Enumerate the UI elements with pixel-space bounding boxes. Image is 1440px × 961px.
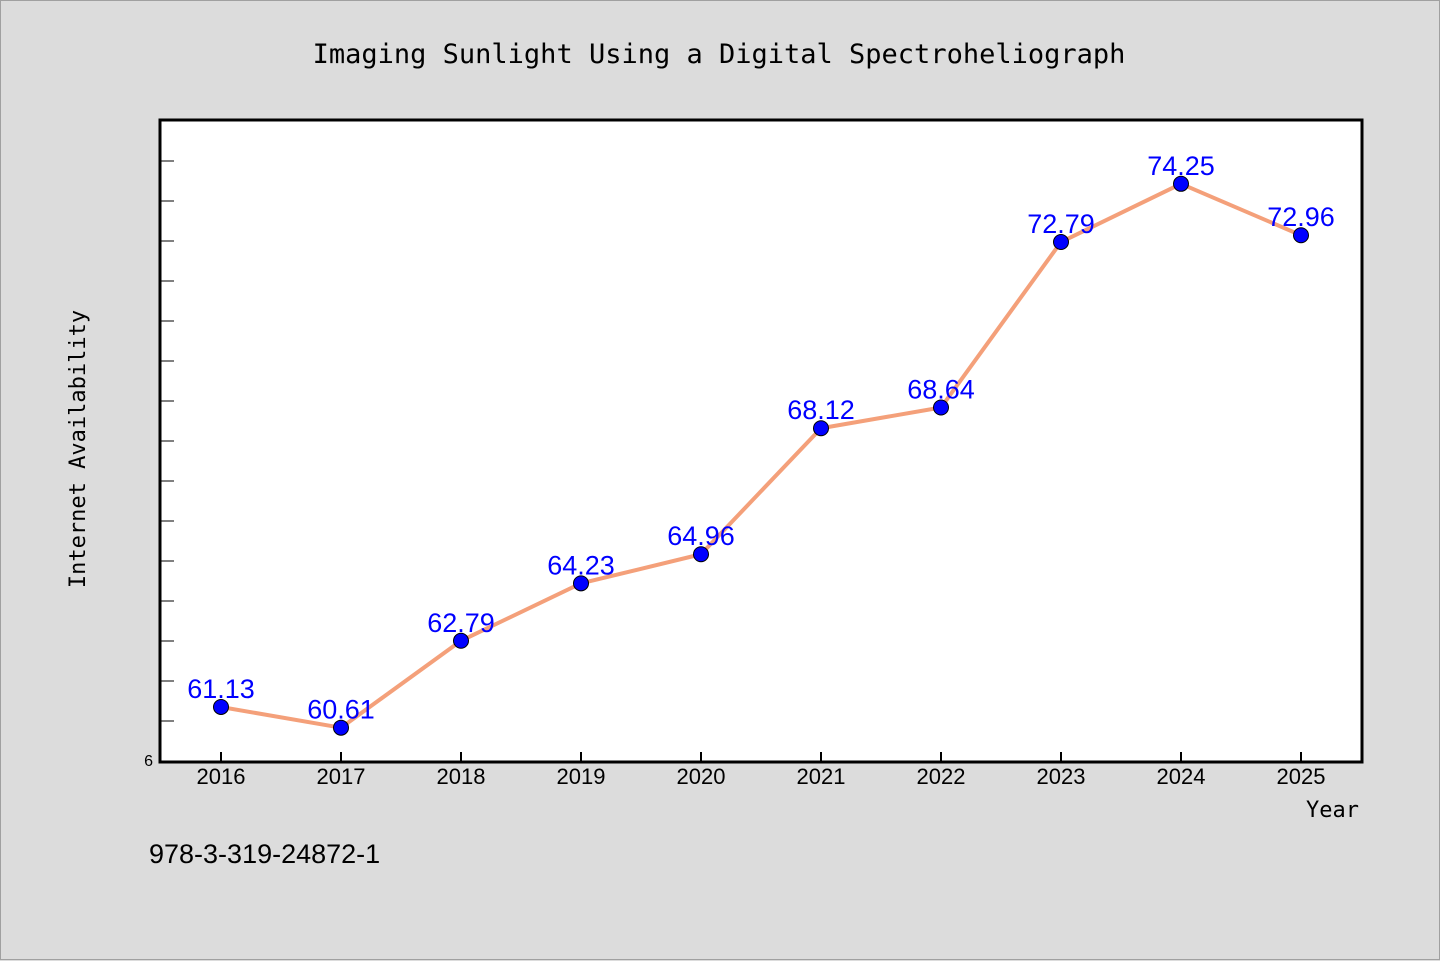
x-tick-label: 2016 bbox=[197, 764, 246, 789]
data-point bbox=[453, 632, 469, 649]
data-markers bbox=[213, 175, 1309, 736]
x-tick-label: 2020 bbox=[677, 764, 726, 789]
plot-area bbox=[158, 118, 1364, 764]
x-axis-title: Year bbox=[1306, 798, 1359, 823]
data-point bbox=[693, 546, 709, 563]
series-line bbox=[220, 181, 1302, 730]
data-label: 72.79 bbox=[1027, 209, 1095, 239]
data-point bbox=[1293, 227, 1309, 244]
data-label: 64.23 bbox=[547, 550, 615, 580]
x-tick-label: 2025 bbox=[1277, 764, 1326, 789]
data-labels: 61.13 60.61 62.79 64.23 64.96 68.12 68.64 72.79… bbox=[187, 151, 1335, 725]
x-tick-label: 2017 bbox=[317, 764, 366, 789]
data-label: 61.13 bbox=[187, 674, 255, 704]
data-label: 68.12 bbox=[787, 395, 855, 425]
x-axis-tick-labels: 2016 2017 2018 2019 2020 2021 2022 2023 2024 2025 bbox=[197, 764, 1326, 789]
data-label: 68.64 bbox=[907, 375, 975, 405]
x-axis-ticks bbox=[220, 752, 1302, 762]
x-tick-label: 2022 bbox=[917, 764, 966, 789]
data-label: 62.79 bbox=[427, 608, 495, 638]
data-point bbox=[813, 420, 829, 437]
data-point bbox=[573, 575, 589, 592]
data-label: 72.96 bbox=[1267, 202, 1335, 232]
x-tick-label: 2023 bbox=[1037, 764, 1086, 789]
data-point bbox=[1053, 234, 1069, 251]
y-axis-ticks bbox=[160, 160, 174, 722]
x-tick-label: 2024 bbox=[1157, 764, 1206, 789]
data-point bbox=[933, 399, 949, 416]
y-axis-title: Internet Availability bbox=[66, 310, 91, 588]
data-label: 64.96 bbox=[667, 521, 735, 551]
x-tick-label: 2019 bbox=[557, 764, 606, 789]
data-label: 60.61 bbox=[307, 695, 375, 725]
x-tick-label: 2021 bbox=[797, 764, 846, 789]
data-point bbox=[213, 698, 229, 715]
y-tick-label: 6 bbox=[144, 753, 153, 770]
x-tick-label: 2018 bbox=[437, 764, 486, 789]
data-point bbox=[333, 719, 349, 736]
footnote-isbn: 978-3-319-24872-1 bbox=[149, 839, 380, 869]
chart-title: Imaging Sunlight Using a Digital Spectro… bbox=[313, 39, 1126, 70]
data-label: 74.25 bbox=[1147, 151, 1215, 181]
data-point bbox=[1173, 175, 1189, 192]
